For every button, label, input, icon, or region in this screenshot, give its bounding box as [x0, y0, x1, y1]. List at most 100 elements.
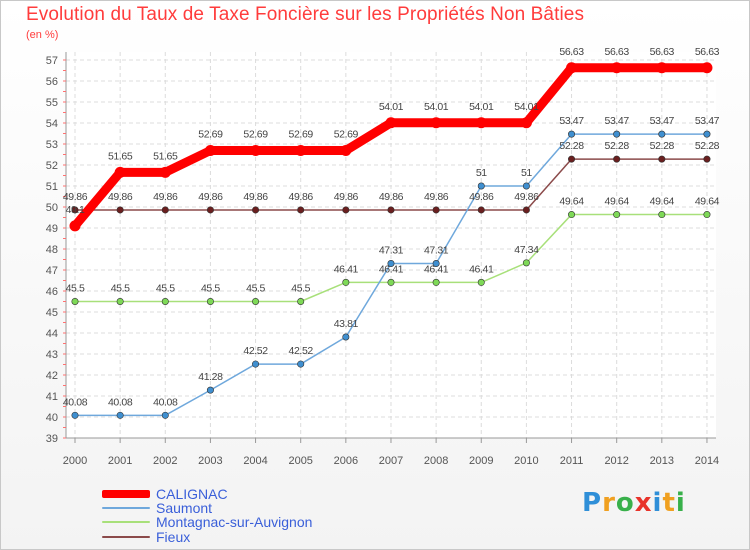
- data-point-2: [252, 297, 260, 305]
- data-point-0: [385, 117, 397, 129]
- data-label-0: 56.63: [650, 46, 675, 58]
- data-point-0: [656, 62, 668, 74]
- y-tick-label: 47: [46, 265, 58, 277]
- data-label-3: 52.28: [559, 140, 584, 152]
- data-label-2: 49.64: [559, 196, 584, 208]
- unit-label: (en %): [26, 29, 59, 41]
- data-point-1: [568, 130, 576, 138]
- data-point-1: [432, 259, 440, 267]
- y-tick-label: 41: [46, 391, 58, 403]
- data-point-2: [658, 211, 666, 219]
- x-tick-label: 2000: [63, 455, 87, 467]
- x-tick-label: 2004: [243, 455, 267, 467]
- y-tick-label: 50: [46, 202, 58, 214]
- data-point-2: [703, 211, 711, 219]
- data-label-3: 49.86: [334, 191, 359, 203]
- data-label-2: 46.41: [379, 263, 404, 275]
- data-label-0: 54.01: [424, 101, 449, 113]
- data-label-2: 49.64: [695, 196, 720, 208]
- y-tick-label: 48: [46, 244, 58, 256]
- legend-label: Fieux: [156, 528, 191, 545]
- data-point-1: [206, 386, 214, 394]
- data-label-0: 51.65: [153, 150, 178, 162]
- proxiti-logo: Proxiti: [582, 488, 686, 518]
- data-label-1: 47.31: [424, 244, 449, 256]
- data-label-1: 53.47: [605, 115, 630, 127]
- legend-label: Saumont: [156, 499, 213, 516]
- legend-label: CALIGNAC: [156, 485, 228, 502]
- data-point-2: [477, 278, 485, 286]
- data-point-0: [250, 145, 262, 157]
- data-point-3: [658, 155, 666, 163]
- legend-item: CALIGNAC: [102, 485, 228, 502]
- data-point-0: [159, 166, 171, 178]
- data-label-1: 40.08: [63, 396, 88, 408]
- y-tick-label: 40: [46, 412, 58, 424]
- y-tick-label: 46: [46, 286, 58, 298]
- data-point-1: [703, 130, 711, 138]
- data-label-3: 52.28: [650, 140, 675, 152]
- data-label-1: 40.08: [153, 396, 178, 408]
- x-tick-label: 2014: [695, 455, 719, 467]
- y-tick-label: 45: [46, 307, 58, 319]
- legend-item: Montagnac-sur-Auvignon: [102, 514, 312, 530]
- data-point-3: [252, 206, 260, 214]
- data-point-0: [701, 62, 713, 74]
- data-label-3: 49.86: [153, 191, 178, 203]
- data-label-0: 49.1: [66, 204, 85, 216]
- x-tick-label: 2005: [288, 455, 312, 467]
- data-label-0: 56.63: [559, 46, 584, 58]
- y-tick-label: 52: [46, 160, 58, 172]
- data-label-1: 53.47: [559, 115, 584, 127]
- data-label-2: 45.5: [291, 283, 310, 295]
- data-point-3: [522, 206, 530, 214]
- data-point-1: [522, 182, 530, 190]
- data-label-2: 49.64: [650, 196, 675, 208]
- data-point-1: [297, 360, 305, 368]
- y-tick-label: 56: [46, 76, 58, 88]
- data-label-3: 49.86: [424, 191, 449, 203]
- data-point-1: [252, 360, 260, 368]
- y-tick-label: 53: [46, 139, 58, 151]
- data-point-3: [297, 206, 305, 214]
- data-label-0: 52.69: [289, 129, 314, 141]
- data-point-0: [204, 145, 216, 157]
- data-label-1: 42.52: [289, 345, 314, 357]
- legend-swatch: [102, 506, 150, 509]
- data-point-3: [71, 206, 79, 214]
- data-label-2: 49.64: [605, 196, 630, 208]
- data-point-0: [114, 166, 126, 178]
- x-tick-label: 2013: [650, 455, 674, 467]
- data-label-3: 49.86: [198, 191, 223, 203]
- data-point-0: [520, 117, 532, 129]
- x-tick-label: 2010: [514, 455, 538, 467]
- data-label-1: 47.31: [379, 244, 404, 256]
- y-tick-label: 51: [46, 181, 58, 193]
- data-point-3: [161, 206, 169, 214]
- data-point-3: [477, 206, 485, 214]
- data-point-3: [613, 155, 621, 163]
- data-point-3: [703, 155, 711, 163]
- data-label-0: 54.01: [379, 101, 404, 113]
- data-point-0: [69, 220, 81, 232]
- data-point-2: [206, 297, 214, 305]
- data-label-0: 52.69: [198, 129, 223, 141]
- data-point-2: [387, 278, 395, 286]
- data-label-2: 46.41: [469, 263, 494, 275]
- data-point-2: [522, 259, 530, 267]
- data-label-2: 46.41: [424, 263, 449, 275]
- data-point-0: [475, 117, 487, 129]
- data-point-1: [613, 130, 621, 138]
- data-label-2: 45.5: [111, 283, 130, 295]
- data-point-2: [568, 211, 576, 219]
- y-tick-label: 43: [46, 349, 58, 361]
- data-point-0: [295, 145, 307, 157]
- data-point-3: [387, 206, 395, 214]
- data-label-0: 54.01: [469, 101, 494, 113]
- data-label-3: 52.28: [605, 140, 630, 152]
- legend-item: Fieux: [102, 528, 191, 545]
- data-label-2: 46.41: [334, 263, 359, 275]
- data-label-0: 56.63: [605, 46, 630, 58]
- data-point-2: [297, 297, 305, 305]
- data-point-0: [611, 62, 623, 74]
